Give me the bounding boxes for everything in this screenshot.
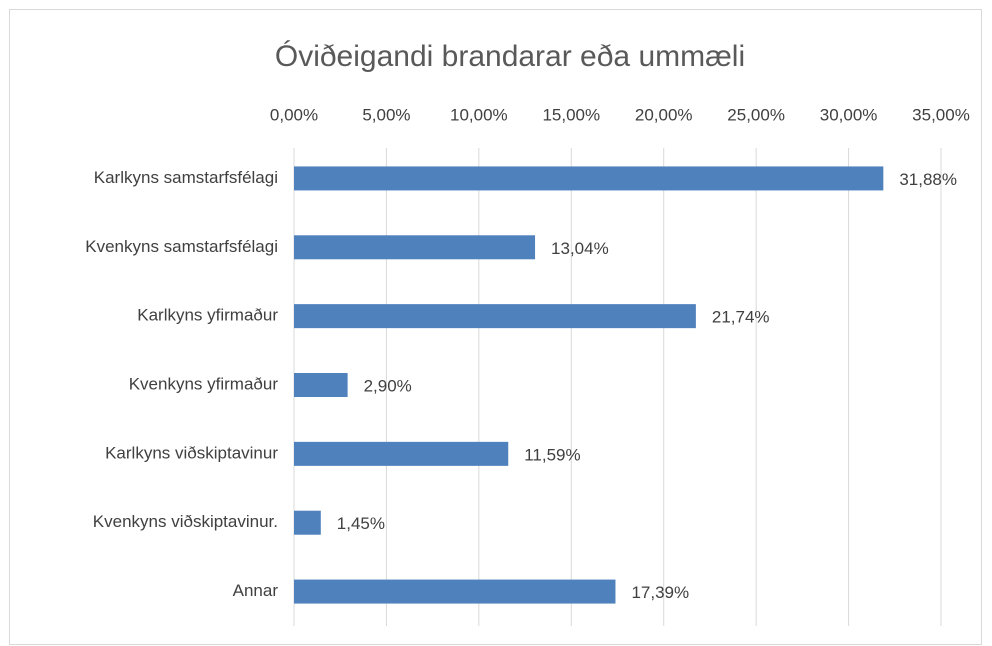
x-tick-label: 0,00% xyxy=(270,105,318,124)
data-label: 21,74% xyxy=(712,308,770,327)
data-label: 17,39% xyxy=(631,583,689,602)
y-tick-label: Kvenkyns yfirmaður xyxy=(129,374,279,393)
bar xyxy=(294,235,536,260)
x-tick-label: 30,00% xyxy=(820,105,878,124)
y-tick-label: Karlkyns viðskiptavinur xyxy=(105,443,278,462)
bar xyxy=(294,373,348,397)
data-label: 1,45% xyxy=(337,514,385,533)
bar xyxy=(294,441,509,466)
x-tick-label: 10,00% xyxy=(450,105,508,124)
bar xyxy=(294,304,696,329)
y-tick-label: Karlkyns yfirmaður xyxy=(137,306,278,325)
y-tick-label: Kvenkyns samstarfsfélagi xyxy=(85,237,278,256)
y-tick-label: Annar xyxy=(233,581,279,600)
bar xyxy=(294,510,321,535)
y-tick-label: Kvenkyns viðskiptavinur. xyxy=(93,512,278,531)
x-tick-label: 35,00% xyxy=(912,105,970,124)
data-label: 13,04% xyxy=(551,239,609,258)
data-label: 11,59% xyxy=(524,445,580,464)
bar xyxy=(294,166,884,191)
chart-border xyxy=(9,9,982,645)
bar xyxy=(294,579,616,604)
x-tick-label: 25,00% xyxy=(727,105,785,124)
data-label: 2,90% xyxy=(364,376,412,395)
chart-title: Óviðeigandi brandarar eða ummæli xyxy=(275,40,745,73)
y-tick-label: Karlkyns samstarfsfélagi xyxy=(94,168,278,187)
data-label: 31,88% xyxy=(899,170,957,189)
x-tick-label: 5,00% xyxy=(362,105,410,124)
x-tick-label: 15,00% xyxy=(542,105,600,124)
x-tick-label: 20,00% xyxy=(635,105,693,124)
